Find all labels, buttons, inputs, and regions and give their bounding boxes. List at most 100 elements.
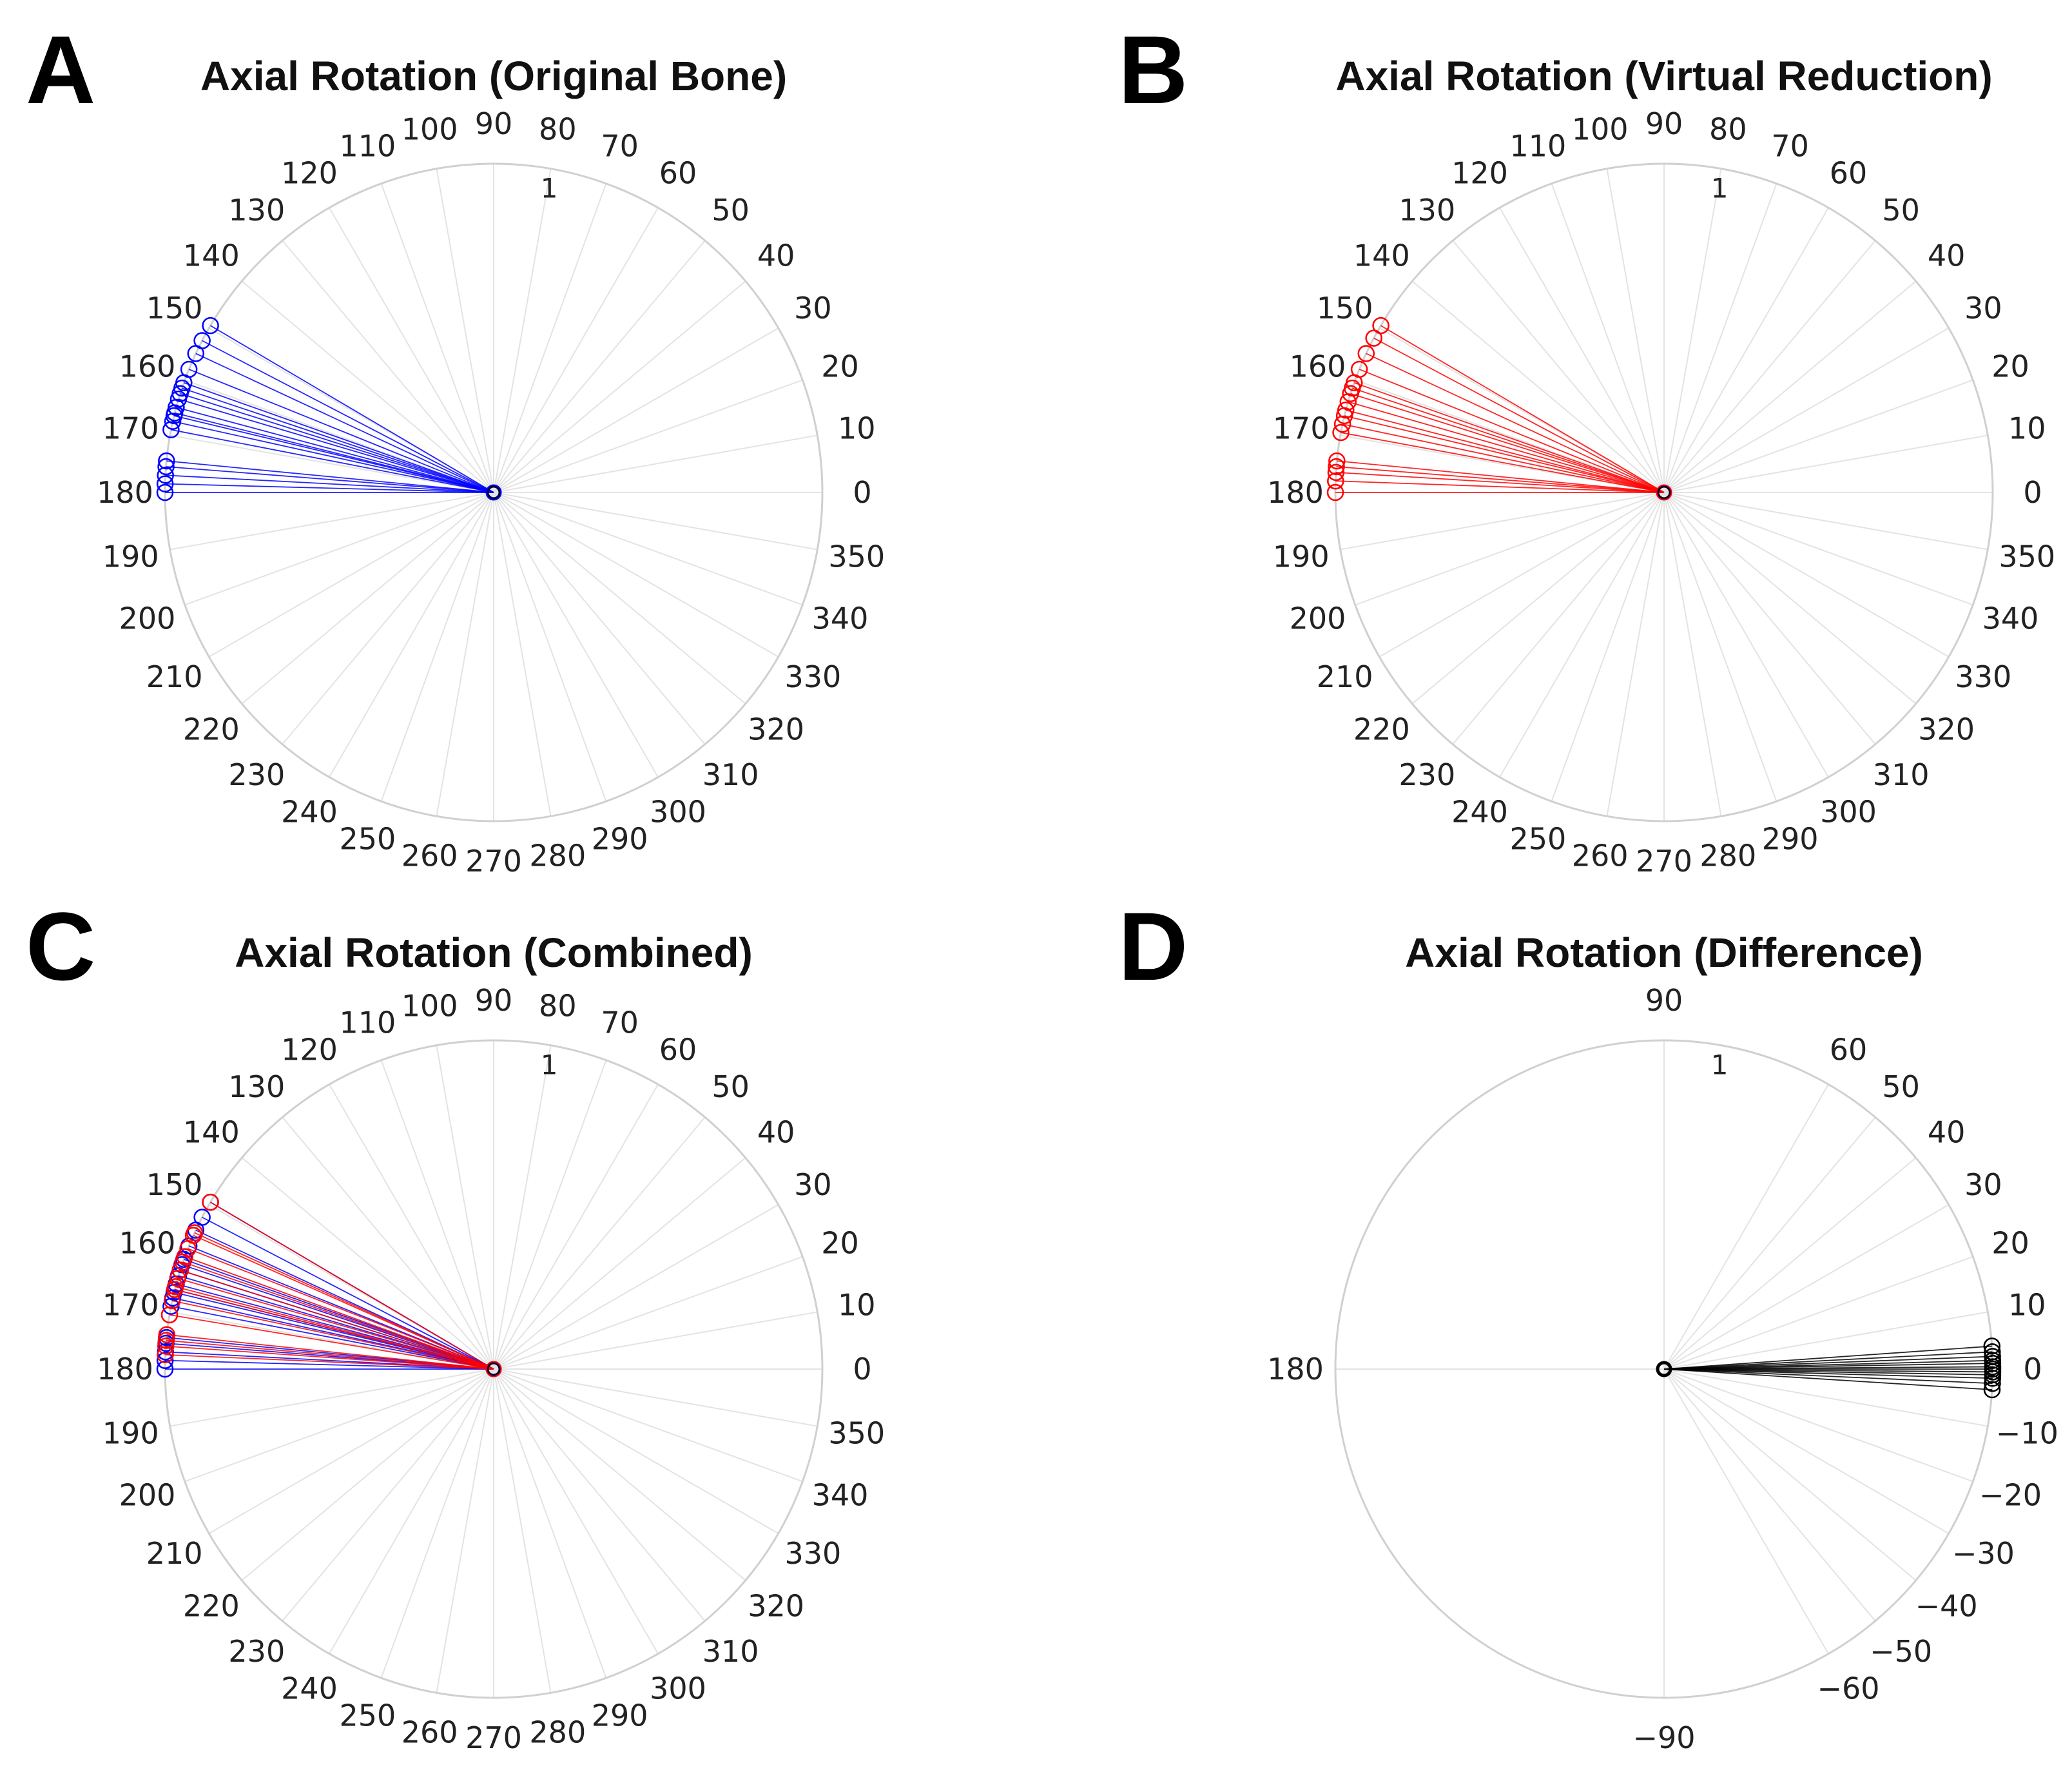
angle-tick-label-b-170: 170 [1273,411,1330,446]
grid-spoke-a-350 [493,492,818,550]
grid-spoke-b-30 [1663,327,1950,493]
vector-marker-b-s0-14 [1327,463,1345,481]
grid-spoke-c-110 [380,1060,494,1370]
panel-title-d: Axial Rotation (Difference) [1405,929,1923,976]
vector-marker-d-s0-1 [1984,1374,2001,1392]
grid-spoke-d-50 [1663,1116,1876,1370]
vector-line-d-s0-10 [1663,1351,1993,1370]
grid-spoke-a-310 [493,492,706,745]
grid-spoke-a-50 [493,240,706,493]
vector-line-b-s0-10 [1342,423,1665,493]
grid-spoke-c-240 [329,1368,494,1655]
angle-tick-label-c-240: 240 [281,1671,338,1706]
angle-tick-label-c-0: 0 [853,1352,871,1386]
angle-tick-label-c-220: 220 [183,1589,240,1624]
angle-tick-label-c-10: 10 [838,1288,876,1323]
vector-line-a-s0-7 [178,398,494,493]
angle-tick-label-c-130: 130 [228,1069,285,1104]
angle-tick-label-b-260: 260 [1572,838,1629,873]
grid-spoke-c-330 [493,1368,779,1534]
angle-tick-label-a-320: 320 [748,712,804,747]
angle-tick-label-a-350: 350 [828,539,885,574]
vector-line-d-s0-0 [1663,1368,1993,1390]
grid-spoke-a-120 [329,207,494,493]
vector-line-c-s1-15 [165,1354,494,1370]
grid-spoke-c-120 [329,1084,494,1370]
vector-marker-b-s0-2 [1357,345,1375,362]
angle-tick-label-b-70: 70 [1771,128,1809,163]
grid-spoke-a-200 [184,492,494,606]
grid-spoke-a-190 [169,492,494,550]
grid-spoke-a-330 [493,492,779,657]
angle-tick-label-c-320: 320 [748,1589,804,1624]
grid-spoke-d-minus30 [1663,1368,1950,1534]
vector-line-b-s0-11 [1341,432,1665,493]
grid-spoke-c-70 [493,1060,607,1370]
vector-marker-c-s1-14 [157,1337,175,1355]
angle-tick-label-d-30: 30 [1964,1167,2002,1202]
vector-marker-d-s0-11 [1983,1337,2001,1355]
angle-tick-label-a-50: 50 [712,193,750,228]
vector-line-b-s0-15 [1335,480,1665,493]
angle-tick-label-a-80: 80 [539,112,577,147]
grid-spoke-d-minus60 [1663,1368,1829,1655]
grid-spoke-b-100 [1606,168,1665,493]
angle-tick-label-b-130: 130 [1399,193,1455,228]
angle-tick-label-c-310: 310 [702,1634,759,1669]
vector-line-a-s0-4 [183,382,494,493]
angle-tick-label-a-180: 180 [97,475,153,510]
vector-marker-a-s0-0 [202,316,219,335]
grid-spoke-c-60 [493,1084,659,1370]
origin-marker-c-s1 [485,1361,502,1377]
vector-line-c-s1-3 [188,1248,494,1370]
angle-tick-label-b-230: 230 [1399,757,1455,792]
grid-spoke-c-130 [282,1116,494,1370]
angle-tick-label-b-50: 50 [1882,193,1920,228]
vector-marker-a-s0-15 [157,467,174,484]
angle-tick-label-a-150: 150 [146,291,203,326]
grid-spoke-d-10 [1663,1311,1988,1370]
angle-tick-label-d-20: 20 [1991,1225,2029,1260]
angle-tick-label-a-290: 290 [592,822,648,857]
grid-spoke-c-340 [493,1368,803,1483]
grid-spoke-b-190 [1340,492,1665,550]
angle-tick-label-d-40: 40 [1928,1114,1966,1149]
vector-line-a-s0-12 [171,429,494,493]
origin-ring-b [1657,485,1671,500]
grid-spoke-b-260 [1606,492,1665,817]
angle-tick-label-a-90: 90 [475,106,513,141]
vector-marker-b-s0-13 [1328,458,1345,476]
vector-line-b-s0-12 [1337,460,1665,493]
angle-tick-label-c-300: 300 [650,1671,706,1706]
grid-spoke-a-220 [241,492,494,705]
vector-marker-d-s0-9 [1984,1348,2001,1365]
grid-spoke-a-70 [493,183,607,493]
angle-tick-label-a-20: 20 [821,349,859,384]
angle-tick-label-d-minus10: −10 [1996,1415,2058,1450]
angle-tick-label-a-230: 230 [228,757,285,792]
vector-marker-c-s1-15 [157,1346,174,1364]
vector-marker-b-s0-12 [1328,452,1346,470]
grid-spoke-c-40 [493,1157,746,1370]
vector-line-c-s1-6 [180,1269,494,1370]
panel-title-c: Axial Rotation (Combined) [235,929,753,976]
angle-tick-label-b-350: 350 [1999,539,2055,574]
angle-tick-label-b-20: 20 [1991,349,2029,384]
grid-spoke-c-280 [493,1368,552,1693]
vector-line-c-s1-9 [174,1289,494,1370]
angle-tick-label-b-270: 270 [1636,844,1692,879]
vector-marker-c-s0-16 [156,1352,174,1369]
vector-line-d-s0-1 [1663,1368,1993,1385]
panel-letter-c: C [26,892,95,1000]
angle-tick-label-b-340: 340 [1982,601,2039,636]
grid-spoke-b-220 [1411,492,1665,705]
angle-tick-label-d-10: 10 [2008,1288,2046,1323]
vector-line-c-s0-1 [202,1216,494,1370]
panel-a: A Axial Rotation (Original Bone) 0 10 20 30… [26,15,885,879]
vector-line-a-s0-11 [172,420,494,493]
vector-marker-a-s0-17 [156,483,174,501]
